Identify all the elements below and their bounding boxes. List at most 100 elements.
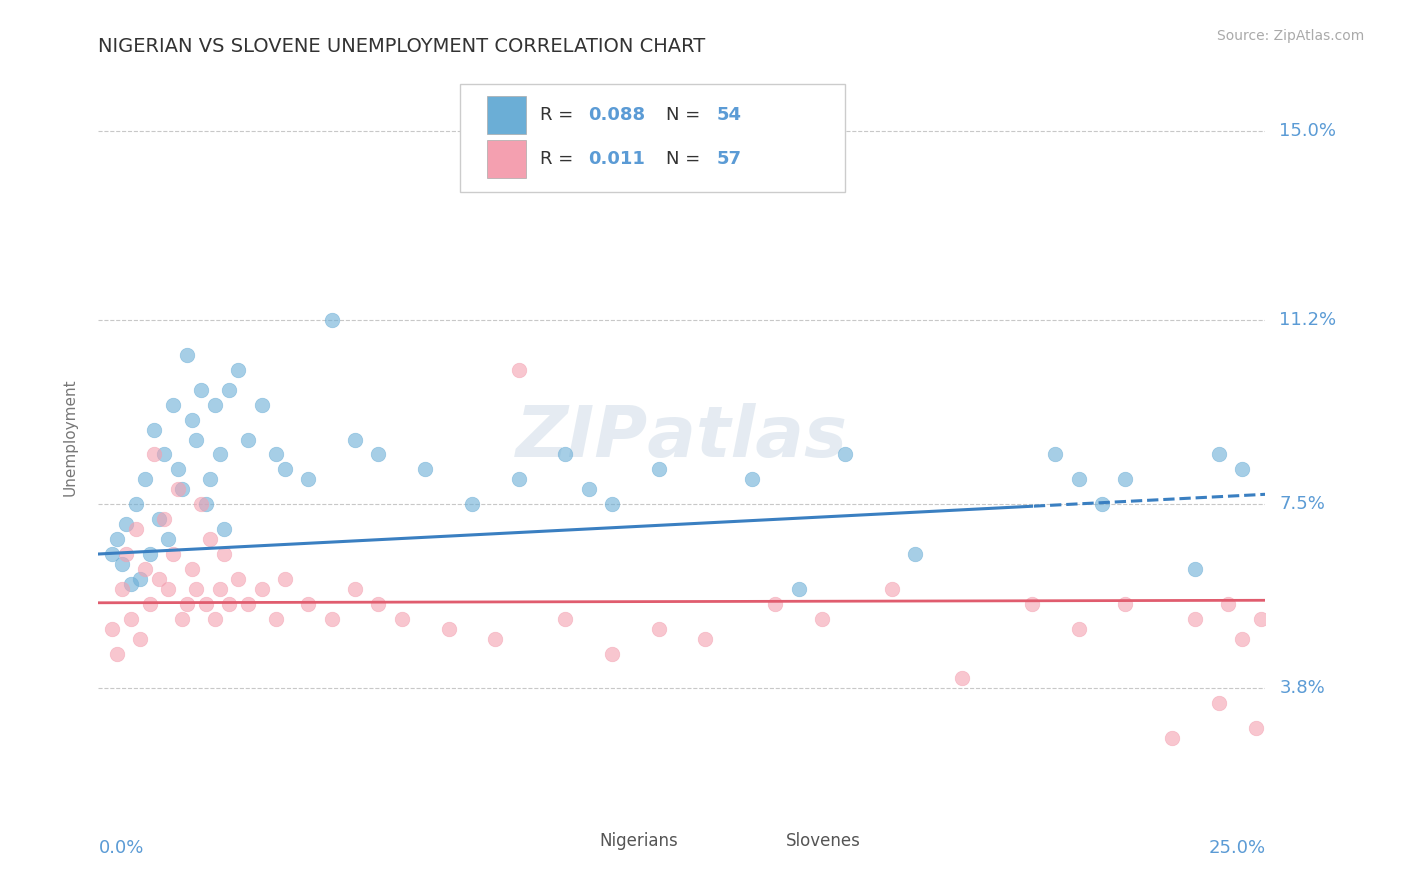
- Point: [214, 547, 236, 561]
- Point: [1067, 622, 1090, 636]
- Point: [204, 398, 226, 412]
- Point: [166, 483, 188, 497]
- Text: R =: R =: [540, 150, 585, 168]
- Point: [190, 383, 212, 397]
- Point: [787, 582, 810, 596]
- Point: [139, 597, 162, 611]
- Text: 25.0%: 25.0%: [1208, 839, 1265, 857]
- Text: N =: N =: [665, 150, 706, 168]
- Point: [264, 612, 287, 626]
- Point: [344, 433, 367, 447]
- Point: [647, 622, 669, 636]
- Point: [208, 582, 231, 596]
- Point: [228, 572, 250, 586]
- Point: [554, 612, 576, 626]
- Point: [194, 497, 217, 511]
- Point: [180, 562, 202, 576]
- Point: [1091, 497, 1114, 511]
- Point: [1230, 632, 1253, 646]
- Point: [834, 448, 856, 462]
- Point: [367, 597, 389, 611]
- Point: [1114, 472, 1136, 486]
- Point: [250, 398, 273, 412]
- Point: [162, 398, 184, 412]
- Point: [214, 522, 236, 536]
- Bar: [486, 96, 526, 135]
- Point: [1161, 731, 1184, 745]
- Point: [508, 363, 530, 377]
- Point: [484, 632, 506, 646]
- Point: [741, 472, 763, 486]
- Point: [172, 483, 194, 497]
- Point: [148, 572, 170, 586]
- Point: [152, 512, 174, 526]
- Point: [101, 547, 124, 561]
- Point: [157, 532, 180, 546]
- Point: [186, 582, 208, 596]
- Point: [148, 512, 170, 526]
- Point: [880, 582, 903, 596]
- Point: [695, 632, 717, 646]
- Point: [578, 483, 600, 497]
- Point: [1045, 448, 1067, 462]
- Point: [157, 582, 180, 596]
- Point: [115, 517, 138, 532]
- Text: R =: R =: [540, 106, 578, 124]
- Point: [236, 433, 259, 447]
- Point: [200, 532, 222, 546]
- Point: [176, 597, 198, 611]
- Point: [717, 174, 740, 188]
- Text: 15.0%: 15.0%: [1279, 122, 1336, 140]
- Text: ZIP​atlas: ZIP​atlas: [516, 402, 848, 472]
- Point: [250, 582, 273, 596]
- Point: [236, 597, 259, 611]
- Y-axis label: Unemployment: Unemployment: [63, 378, 77, 496]
- Point: [600, 647, 623, 661]
- Point: [190, 497, 212, 511]
- Point: [1230, 462, 1253, 476]
- Point: [1250, 612, 1272, 626]
- Point: [111, 582, 134, 596]
- Text: 54: 54: [717, 106, 742, 124]
- Point: [1184, 562, 1206, 576]
- Point: [120, 612, 142, 626]
- Point: [413, 462, 436, 476]
- Point: [274, 462, 297, 476]
- Point: [180, 412, 202, 426]
- Bar: [486, 140, 526, 178]
- Point: [321, 313, 343, 327]
- Point: [461, 497, 484, 511]
- Point: [218, 383, 240, 397]
- Point: [1208, 448, 1230, 462]
- Point: [111, 557, 134, 571]
- Point: [1216, 597, 1239, 611]
- Point: [194, 597, 217, 611]
- Text: 11.2%: 11.2%: [1279, 311, 1337, 329]
- Text: 0.088: 0.088: [589, 106, 645, 124]
- Point: [143, 448, 166, 462]
- Point: [143, 423, 166, 437]
- Point: [105, 647, 128, 661]
- Point: [200, 472, 222, 486]
- Point: [1208, 696, 1230, 710]
- Point: [186, 433, 208, 447]
- Point: [508, 472, 530, 486]
- Point: [105, 532, 128, 546]
- Point: [647, 462, 669, 476]
- Point: [176, 348, 198, 362]
- Point: [134, 562, 156, 576]
- Point: [297, 597, 319, 611]
- Point: [152, 448, 174, 462]
- Point: [166, 462, 188, 476]
- Point: [321, 612, 343, 626]
- Point: [904, 547, 927, 561]
- Point: [1021, 597, 1043, 611]
- Text: 0.011: 0.011: [589, 150, 645, 168]
- Point: [125, 522, 148, 536]
- Point: [204, 612, 226, 626]
- Point: [600, 497, 623, 511]
- Point: [554, 448, 576, 462]
- Bar: [747, 826, 782, 855]
- Text: 57: 57: [717, 150, 742, 168]
- Point: [274, 572, 297, 586]
